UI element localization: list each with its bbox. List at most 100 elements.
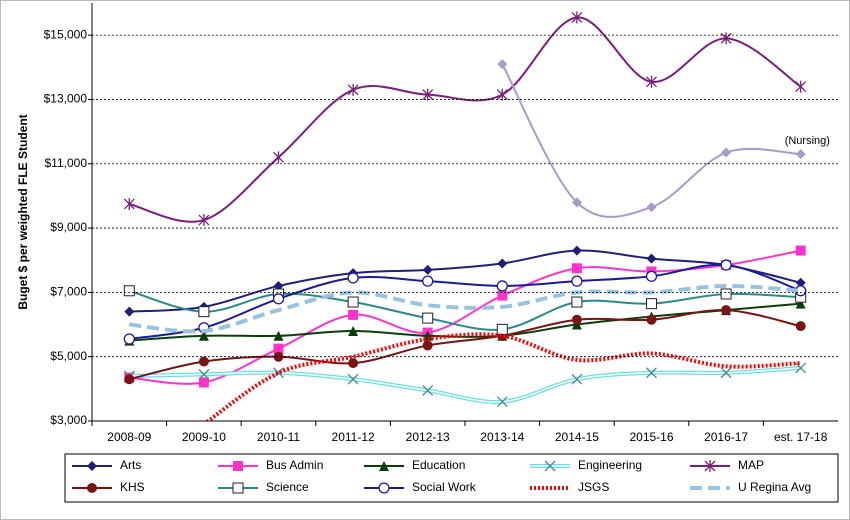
marker bbox=[795, 245, 806, 256]
marker bbox=[646, 253, 657, 264]
marker bbox=[497, 258, 508, 269]
marker bbox=[571, 245, 582, 256]
marker bbox=[198, 356, 209, 367]
legend-marker bbox=[87, 461, 97, 471]
series-line bbox=[501, 63, 801, 218]
legend-label: Social Work bbox=[412, 480, 477, 494]
legend-label: KHS bbox=[120, 480, 145, 494]
marker bbox=[273, 151, 284, 164]
y-tick-label: $9,000 bbox=[50, 220, 87, 234]
marker bbox=[273, 367, 284, 379]
marker bbox=[422, 275, 434, 287]
legend-marker bbox=[704, 460, 716, 472]
y-axis-label: Buget $ per weighted FLE Student bbox=[16, 114, 30, 309]
marker bbox=[571, 197, 582, 208]
marker bbox=[347, 373, 359, 385]
x-tick-label: 2015-16 bbox=[629, 430, 673, 444]
marker bbox=[646, 298, 657, 310]
x-tick-label: 2013-14 bbox=[480, 430, 524, 444]
marker bbox=[571, 263, 582, 274]
marker bbox=[497, 59, 508, 70]
series-line bbox=[129, 263, 802, 340]
marker bbox=[273, 343, 284, 354]
marker bbox=[646, 314, 657, 325]
marker bbox=[422, 340, 433, 351]
marker bbox=[571, 296, 583, 308]
marker bbox=[123, 333, 135, 345]
marker bbox=[422, 312, 434, 324]
x-tick-label: 2011-12 bbox=[332, 430, 375, 444]
x-tick-label: est. 17-18 bbox=[774, 430, 828, 444]
marker bbox=[348, 358, 359, 369]
marker bbox=[123, 285, 135, 297]
marker bbox=[198, 330, 209, 341]
marker bbox=[198, 306, 210, 318]
legend-label: Arts bbox=[120, 458, 141, 472]
marker bbox=[198, 368, 210, 380]
marker bbox=[571, 373, 583, 385]
legend-label: Science bbox=[266, 480, 309, 494]
series-line-inner bbox=[129, 367, 801, 403]
legend-marker bbox=[232, 482, 244, 494]
marker bbox=[795, 362, 807, 374]
marker bbox=[645, 270, 658, 282]
x-tick-label: 2012-13 bbox=[406, 430, 450, 444]
x-tick-label: 2008-09 bbox=[107, 430, 151, 444]
plot-lines bbox=[123, 11, 807, 421]
marker bbox=[497, 290, 508, 301]
marker bbox=[198, 377, 209, 388]
marker bbox=[198, 214, 210, 227]
marker bbox=[124, 306, 135, 317]
marker bbox=[571, 11, 583, 24]
y-tick-label: $3,000 bbox=[50, 413, 87, 427]
marker bbox=[496, 323, 508, 335]
marker bbox=[272, 293, 285, 305]
legend-marker bbox=[87, 483, 97, 493]
series-line bbox=[129, 283, 801, 334]
marker bbox=[496, 280, 508, 292]
annotation: (Nursing) bbox=[785, 135, 830, 147]
y-tick-label: $15,000 bbox=[44, 27, 88, 41]
legend-marker bbox=[379, 461, 389, 471]
marker bbox=[795, 149, 806, 160]
marker bbox=[273, 280, 284, 291]
marker bbox=[347, 83, 359, 96]
marker bbox=[273, 330, 284, 341]
series-line bbox=[129, 249, 801, 313]
legend-marker bbox=[544, 460, 556, 472]
marker bbox=[720, 259, 732, 271]
legend-label: JSGS bbox=[578, 480, 609, 494]
marker bbox=[720, 288, 732, 300]
marker bbox=[721, 305, 732, 316]
marker bbox=[422, 264, 433, 275]
marker bbox=[347, 296, 359, 308]
marker bbox=[273, 351, 284, 362]
marker bbox=[124, 374, 135, 385]
marker bbox=[348, 309, 359, 320]
marker bbox=[795, 277, 806, 288]
legend-marker bbox=[233, 461, 243, 471]
x-tick-label: 2010-11 bbox=[257, 430, 300, 444]
marker bbox=[795, 298, 806, 309]
marker bbox=[646, 75, 657, 88]
marker bbox=[422, 88, 434, 101]
marker bbox=[348, 325, 359, 336]
legend-label: U Regina Avg bbox=[738, 480, 811, 494]
y-tick-label: $13,000 bbox=[44, 92, 88, 106]
marker bbox=[347, 272, 359, 284]
x-tick-label: 2016-17 bbox=[704, 430, 748, 444]
x-tick-label: 2014-15 bbox=[555, 430, 599, 444]
legend-box bbox=[64, 453, 839, 503]
y-tick-label: $7,000 bbox=[50, 285, 87, 299]
marker bbox=[646, 367, 657, 379]
marker bbox=[721, 147, 732, 158]
marker bbox=[720, 367, 732, 379]
series-line bbox=[129, 309, 801, 381]
marker bbox=[571, 275, 583, 287]
marker bbox=[422, 384, 434, 396]
x-tick-label: 2009-10 bbox=[182, 430, 226, 444]
marker bbox=[496, 396, 508, 408]
legend-label: Engineering bbox=[578, 458, 642, 472]
